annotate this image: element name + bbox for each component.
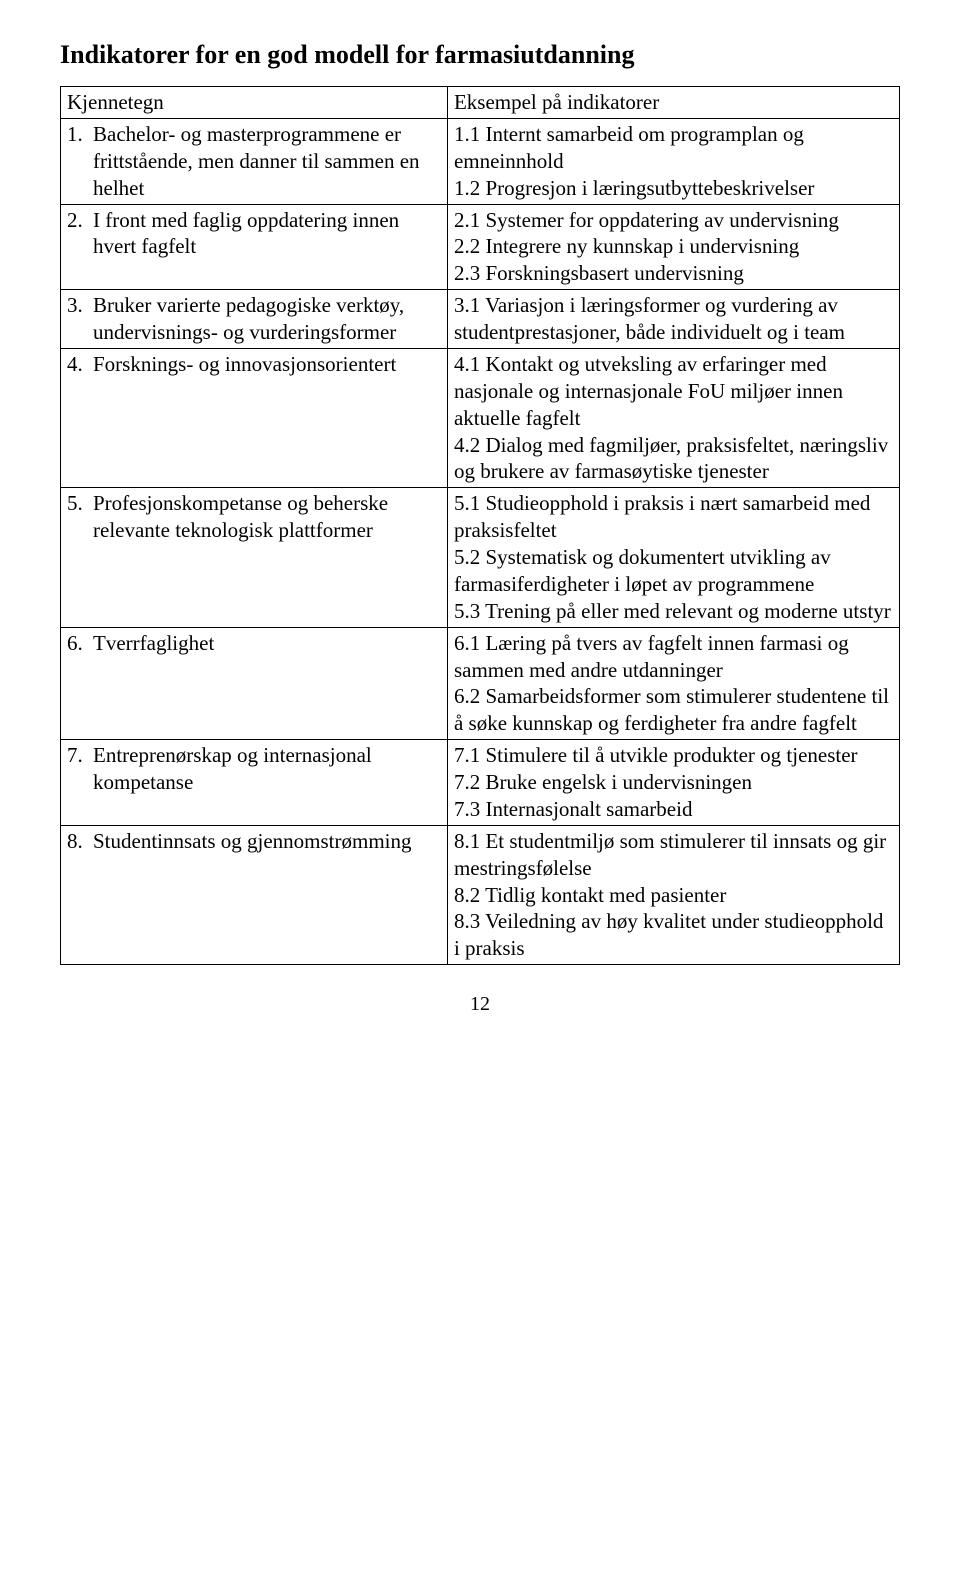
eksempel-cell: 8.1 Et studentmiljø som stimulerer til i… xyxy=(447,825,899,964)
indicator-line: 4.1 Kontakt og utveksling av erfaringer … xyxy=(454,351,893,432)
indicator-line: 2.1 Systemer for oppdatering av undervis… xyxy=(454,207,893,234)
row-number: 2. xyxy=(67,207,93,261)
eksempel-cell: 5.1 Studieopphold i praksis i nært samar… xyxy=(447,488,899,627)
table-row: 6. Tverrfaglighet 6.1 Læring på tvers av… xyxy=(61,627,900,740)
indicator-line: 6.1 Læring på tvers av fagfelt innen far… xyxy=(454,630,893,684)
row-text: Bachelor- og masterprogrammene er fritts… xyxy=(93,121,441,202)
kjennetegn-cell: 5. Profesjonskompetanse og beherske rele… xyxy=(61,488,448,627)
kjennetegn-cell: 8. Studentinnsats og gjennomstrømming xyxy=(61,825,448,964)
row-number: 3. xyxy=(67,292,93,346)
table-row: 7. Entreprenørskap og internasjonal komp… xyxy=(61,740,900,826)
row-number: 8. xyxy=(67,828,93,855)
eksempel-cell: 3.1 Variasjon i læringsformer og vurderi… xyxy=(447,290,899,349)
indicator-line: 1.2 Progresjon i læringsutbyttebeskrivel… xyxy=(454,175,893,202)
eksempel-cell: 2.1 Systemer for oppdatering av undervis… xyxy=(447,204,899,290)
row-text: Bruker varierte pedagogiske verktøy, und… xyxy=(93,292,441,346)
indicator-line: 7.1 Stimulere til å utvikle produkter og… xyxy=(454,742,893,769)
eksempel-cell: 4.1 Kontakt og utveksling av erfaringer … xyxy=(447,348,899,487)
table-row: 8. Studentinnsats og gjennomstrømming 8.… xyxy=(61,825,900,964)
table-row: 1. Bachelor- og masterprogrammene er fri… xyxy=(61,118,900,204)
table-row: 5. Profesjonskompetanse og beherske rele… xyxy=(61,488,900,627)
indicator-line: 2.3 Forskningsbasert undervisning xyxy=(454,260,893,287)
indicator-line: 5.2 Systematisk og dokumentert utvikling… xyxy=(454,544,893,598)
indicator-line: 8.2 Tidlig kontakt med pasienter xyxy=(454,882,893,909)
kjennetegn-cell: 3. Bruker varierte pedagogiske verktøy, … xyxy=(61,290,448,349)
indicator-line: 7.2 Bruke engelsk i undervisningen xyxy=(454,769,893,796)
row-number: 6. xyxy=(67,630,93,657)
row-number: 1. xyxy=(67,121,93,202)
header-right: Eksempel på indikatorer xyxy=(447,87,899,119)
table-row: 4. Forsknings- og innovasjonsorientert 4… xyxy=(61,348,900,487)
kjennetegn-cell: 1. Bachelor- og masterprogrammene er fri… xyxy=(61,118,448,204)
row-number: 4. xyxy=(67,351,93,378)
table-row: 2. I front med faglig oppdatering innen … xyxy=(61,204,900,290)
table-header-row: Kjennetegn Eksempel på indikatorer xyxy=(61,87,900,119)
indicator-line: 6.2 Samarbeidsformer som stimulerer stud… xyxy=(454,683,893,737)
kjennetegn-cell: 7. Entreprenørskap og internasjonal komp… xyxy=(61,740,448,826)
kjennetegn-cell: 2. I front med faglig oppdatering innen … xyxy=(61,204,448,290)
indicator-line: 5.3 Trening på eller med relevant og mod… xyxy=(454,598,893,625)
indicator-line: 2.2 Integrere ny kunnskap i undervisning xyxy=(454,233,893,260)
indicator-line: 5.1 Studieopphold i praksis i nært samar… xyxy=(454,490,893,544)
indicator-line: 1.1 Internt samarbeid om programplan og … xyxy=(454,121,893,175)
eksempel-cell: 7.1 Stimulere til å utvikle produkter og… xyxy=(447,740,899,826)
indicator-line: 7.3 Internasjonalt samarbeid xyxy=(454,796,893,823)
indicator-line: 3.1 Variasjon i læringsformer og vurderi… xyxy=(454,292,893,346)
header-left: Kjennetegn xyxy=(61,87,448,119)
row-text: Profesjonskompetanse og beherske relevan… xyxy=(93,490,441,544)
row-text: I front med faglig oppdatering innen hve… xyxy=(93,207,441,261)
indicator-line: 8.3 Veiledning av høy kvalitet under stu… xyxy=(454,908,893,962)
row-text: Tverrfaglighet xyxy=(93,630,441,657)
indicator-line: 8.1 Et studentmiljø som stimulerer til i… xyxy=(454,828,893,882)
indicator-line: 4.2 Dialog med fagmiljøer, praksisfeltet… xyxy=(454,432,893,486)
row-text: Forsknings- og innovasjonsorientert xyxy=(93,351,441,378)
row-text: Studentinnsats og gjennomstrømming xyxy=(93,828,441,855)
eksempel-cell: 6.1 Læring på tvers av fagfelt innen far… xyxy=(447,627,899,740)
page-title: Indikatorer for en god modell for farmas… xyxy=(60,40,900,70)
kjennetegn-cell: 6. Tverrfaglighet xyxy=(61,627,448,740)
row-number: 7. xyxy=(67,742,93,796)
indicators-table: Kjennetegn Eksempel på indikatorer 1. Ba… xyxy=(60,86,900,965)
page-number: 12 xyxy=(60,993,900,1016)
row-text: Entreprenørskap og internasjonal kompeta… xyxy=(93,742,441,796)
kjennetegn-cell: 4. Forsknings- og innovasjonsorientert xyxy=(61,348,448,487)
table-row: 3. Bruker varierte pedagogiske verktøy, … xyxy=(61,290,900,349)
row-number: 5. xyxy=(67,490,93,544)
eksempel-cell: 1.1 Internt samarbeid om programplan og … xyxy=(447,118,899,204)
